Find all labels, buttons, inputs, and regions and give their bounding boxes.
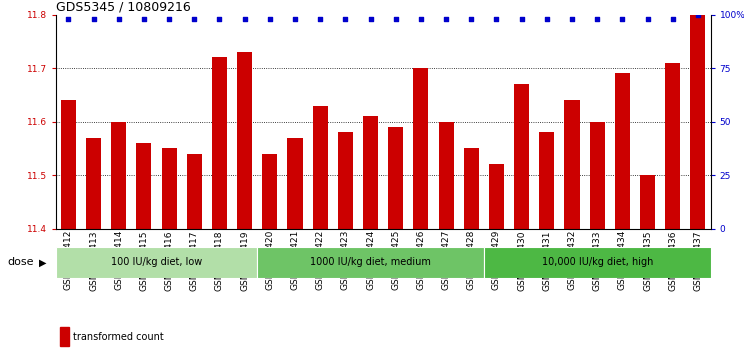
Text: dose: dose: [7, 257, 34, 267]
Point: [490, 16, 502, 22]
Point: [641, 16, 653, 22]
Bar: [56, 247, 257, 278]
Point: [390, 16, 402, 22]
Bar: [111, 122, 126, 229]
Bar: [237, 52, 252, 229]
Bar: [565, 100, 580, 229]
Bar: [187, 154, 202, 229]
Point: [365, 16, 376, 22]
Bar: [257, 247, 484, 278]
Text: transformed count: transformed count: [73, 332, 164, 342]
Bar: [61, 100, 76, 229]
Text: 10,000 IU/kg diet, high: 10,000 IU/kg diet, high: [542, 257, 653, 267]
Bar: [539, 132, 554, 229]
Bar: [489, 164, 504, 229]
Text: 1000 IU/kg diet, medium: 1000 IU/kg diet, medium: [310, 257, 431, 267]
Bar: [640, 175, 655, 229]
Point: [465, 16, 477, 22]
Bar: [615, 73, 630, 229]
Point: [239, 16, 251, 22]
Point: [415, 16, 427, 22]
Point: [113, 16, 125, 22]
Bar: [363, 116, 378, 229]
Bar: [438, 122, 454, 229]
Bar: [464, 148, 479, 229]
Bar: [161, 148, 176, 229]
Bar: [287, 138, 303, 229]
Point: [289, 16, 301, 22]
Bar: [86, 138, 101, 229]
Bar: [312, 106, 328, 229]
Point: [214, 16, 225, 22]
Bar: [590, 122, 605, 229]
Bar: [212, 57, 227, 229]
Bar: [665, 63, 680, 229]
Bar: [484, 247, 711, 278]
Bar: [414, 68, 429, 229]
Text: 100 IU/kg diet, low: 100 IU/kg diet, low: [111, 257, 202, 267]
Point: [692, 12, 704, 17]
Point: [541, 16, 553, 22]
Point: [138, 16, 150, 22]
Bar: [388, 127, 403, 229]
Bar: [263, 154, 278, 229]
Point: [163, 16, 175, 22]
Point: [188, 16, 200, 22]
Point: [566, 16, 578, 22]
Point: [667, 16, 679, 22]
Bar: [690, 15, 705, 229]
Point: [516, 16, 527, 22]
Point: [264, 16, 276, 22]
Text: GDS5345 / 10809216: GDS5345 / 10809216: [56, 0, 190, 13]
Bar: [136, 143, 152, 229]
Point: [62, 16, 74, 22]
Point: [339, 16, 351, 22]
Text: ▶: ▶: [39, 257, 47, 267]
Bar: [514, 84, 529, 229]
Bar: [338, 132, 353, 229]
Point: [591, 16, 603, 22]
Point: [617, 16, 629, 22]
Point: [88, 16, 100, 22]
Point: [314, 16, 326, 22]
Point: [440, 16, 452, 22]
